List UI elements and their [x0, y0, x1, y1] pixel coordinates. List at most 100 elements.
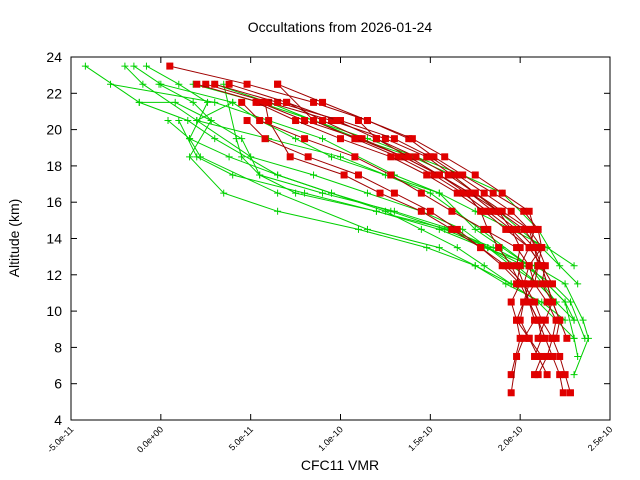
x-axis-label: CFC11 VMR	[301, 457, 379, 473]
red-square-marker	[541, 316, 549, 324]
red-square-marker	[538, 334, 546, 342]
red-square-marker	[328, 117, 336, 125]
red-square-marker	[489, 207, 497, 215]
y-tick-label: 22	[46, 85, 62, 101]
red-square-marker	[462, 189, 470, 197]
green-profile-line	[133, 65, 557, 303]
red-square-marker	[525, 225, 533, 233]
red-square-marker	[394, 153, 402, 161]
green-profile	[135, 98, 569, 324]
green-plus-marker	[135, 98, 143, 106]
red-square-marker	[405, 135, 413, 143]
red-square-marker	[471, 189, 479, 197]
green-plus-marker	[502, 280, 510, 288]
red-square-marker	[507, 389, 515, 397]
red-square-marker	[556, 371, 564, 379]
red-square-marker	[516, 244, 524, 252]
red-square-marker	[498, 207, 506, 215]
green-plus-marker	[229, 171, 237, 179]
green-profile-line	[158, 83, 589, 375]
green-plus-marker	[130, 62, 138, 70]
y-axis-label: Altitude (km)	[6, 199, 22, 278]
red-square-marker	[543, 298, 551, 306]
red-square-marker	[430, 171, 438, 179]
red-square-marker	[202, 80, 210, 88]
red-square-marker	[559, 389, 567, 397]
red-square-marker	[531, 280, 539, 288]
green-plus-marker	[328, 153, 336, 161]
y-tick-label: 20	[46, 122, 62, 138]
green-plus-marker	[574, 280, 582, 288]
red-square-marker	[552, 316, 560, 324]
y-tick-label: 8	[54, 339, 62, 355]
red-square-marker	[480, 189, 488, 197]
red-square-marker	[405, 153, 413, 161]
red-square-marker	[520, 207, 528, 215]
red-square-marker	[441, 153, 449, 161]
green-plus-marker	[570, 371, 578, 379]
green-plus-marker	[256, 171, 264, 179]
red-square-marker	[333, 117, 341, 125]
y-tick-label: 6	[54, 376, 62, 392]
green-plus-marker	[319, 135, 327, 143]
green-plus-marker	[561, 280, 569, 288]
red-square-marker	[390, 189, 398, 197]
y-tick-label: 18	[46, 158, 62, 174]
red-square-marker	[372, 135, 380, 143]
green-profile-line	[139, 101, 566, 321]
red-square-marker	[543, 352, 551, 360]
red-square-marker	[387, 153, 395, 161]
red-square-marker	[426, 153, 434, 161]
green-plus-marker	[453, 244, 461, 252]
red-square-marker	[513, 225, 521, 233]
red-square-marker	[531, 225, 539, 233]
red-square-marker	[489, 189, 497, 197]
red-square-marker	[211, 80, 219, 88]
red-square-marker	[484, 207, 492, 215]
red-square-marker	[426, 207, 434, 215]
green-plus-marker	[561, 298, 569, 306]
red-square-marker	[549, 352, 557, 360]
red-square-marker	[525, 334, 533, 342]
red-square-marker	[513, 262, 521, 270]
green-plus-marker	[354, 225, 362, 233]
red-square-marker	[459, 171, 467, 179]
red-square-marker	[351, 153, 359, 161]
red-profile-line	[241, 102, 543, 375]
green-plus-marker	[363, 189, 371, 197]
red-square-marker	[520, 225, 528, 233]
red-square-marker	[354, 135, 362, 143]
green-plus-marker	[570, 262, 578, 270]
red-square-marker	[549, 298, 557, 306]
red-square-marker	[502, 262, 510, 270]
red-square-marker	[513, 244, 521, 252]
red-square-marker	[552, 334, 560, 342]
red-square-marker	[265, 98, 273, 106]
red-square-marker	[520, 280, 528, 288]
green-plus-marker	[139, 80, 147, 88]
green-plus-marker	[274, 189, 282, 197]
red-square-marker	[480, 207, 488, 215]
red-square-marker	[507, 225, 515, 233]
green-plus-marker	[426, 189, 434, 197]
green-plus-marker	[581, 334, 589, 342]
red-square-marker	[543, 371, 551, 379]
red-square-marker	[534, 334, 542, 342]
red-square-marker	[538, 280, 546, 288]
red-square-marker	[531, 316, 539, 324]
green-plus-marker	[175, 80, 183, 88]
red-square-marker	[351, 135, 359, 143]
red-square-marker	[256, 98, 264, 106]
green-plus-marker	[301, 189, 309, 197]
red-square-marker	[243, 117, 251, 125]
red-square-marker	[399, 153, 407, 161]
red-square-marker	[466, 189, 474, 197]
red-square-marker	[261, 135, 269, 143]
green-plus-marker	[274, 207, 282, 215]
green-plus-marker	[319, 189, 327, 197]
green-plus-marker	[292, 135, 300, 143]
green-plus-marker	[204, 98, 212, 106]
red-square-marker	[513, 280, 521, 288]
red-square-marker	[381, 135, 389, 143]
